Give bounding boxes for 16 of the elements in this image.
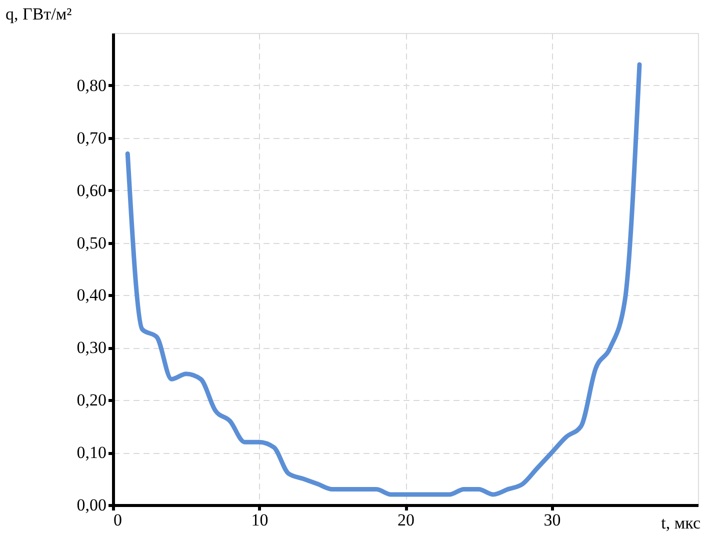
line-series <box>125 62 642 497</box>
x-tick-label: 20 <box>398 510 414 530</box>
y-tick-label: 0,50 <box>76 233 106 252</box>
x-tick-label: 30 <box>544 510 561 530</box>
x-axis-title: t, мкс <box>661 514 701 532</box>
y-tick-label: 0,30 <box>76 338 106 358</box>
x-tick-label: 0 <box>114 510 122 530</box>
y-tick-label: 0,10 <box>76 443 106 462</box>
y-tick-label: 0,00 <box>76 496 106 514</box>
y-axis-title: q, ГВт/м² <box>6 4 72 24</box>
y-tick-label: 0,60 <box>76 180 106 200</box>
y-tick-label: 0,80 <box>76 76 106 95</box>
x-tick-label: 10 <box>251 510 268 530</box>
y-tick-label: 0,20 <box>76 390 106 410</box>
y-tick-label: 0,70 <box>76 128 106 148</box>
y-tick-label: 0,40 <box>76 286 106 305</box>
